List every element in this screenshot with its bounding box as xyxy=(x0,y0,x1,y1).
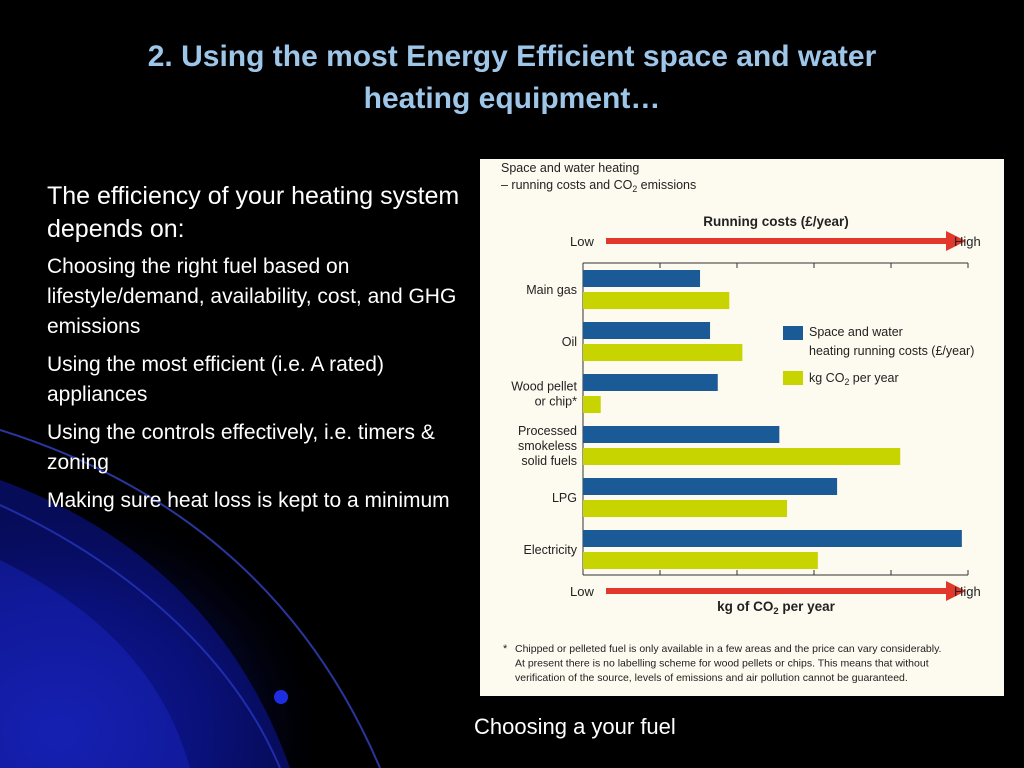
top-high-label: High xyxy=(954,234,981,249)
category-label: Wood pellet xyxy=(511,380,577,394)
running-cost-arrow-shaft xyxy=(606,238,946,244)
top-low-label: Low xyxy=(570,234,594,249)
running-cost-bar xyxy=(583,322,711,339)
bullet-item: Using the controls effectively, i.e. tim… xyxy=(47,421,435,474)
co2-bar xyxy=(583,292,730,309)
slide-title-line-2: heating equipment… xyxy=(363,82,661,115)
running-cost-bar xyxy=(583,374,718,391)
heating-costs-chart: Space and water heating – running costs a… xyxy=(501,161,981,684)
co2-bar xyxy=(583,344,743,361)
legend-swatch-running-costs xyxy=(783,326,803,340)
top-axis-label: Running costs (£/year) xyxy=(703,214,849,229)
chart-caption: Choosing a your fuel xyxy=(474,714,676,739)
category-label: Main gas xyxy=(526,283,577,297)
category-label: Oil xyxy=(562,335,577,349)
category-label: Processed xyxy=(518,424,577,438)
chart-subtitle: – running costs and CO2 emissions xyxy=(501,178,696,194)
co2-bar xyxy=(583,552,818,569)
category-label: LPG xyxy=(552,491,577,505)
bullet-item: Choosing the right fuel based on lifesty… xyxy=(47,255,457,338)
legend-swatch-co2 xyxy=(783,371,803,385)
legend-label-running-costs: Space and water xyxy=(809,325,903,339)
category-label: Electricity xyxy=(524,543,578,557)
legend-label-co2: kg CO2 per year xyxy=(809,371,899,387)
bullet-list: Choosing the right fuel based on lifesty… xyxy=(47,252,467,516)
category-label: smokeless xyxy=(518,439,577,453)
co2-arrow-head xyxy=(946,581,966,601)
category-label: or chip* xyxy=(535,395,578,409)
bullet-item: Using the most efficient (i.e. A rated) … xyxy=(47,353,384,406)
bullet-item: Making sure heat loss is kept to a minim… xyxy=(47,489,450,512)
intro-text: The efficiency of your heating system de… xyxy=(47,182,460,243)
bottom-high-label: High xyxy=(954,584,981,599)
chart-title: Space and water heating xyxy=(501,161,639,175)
legend-label-running-costs-2: heating running costs (£/year) xyxy=(809,344,974,358)
running-cost-arrow-head xyxy=(946,231,966,251)
footnote-line: verification of the source, levels of em… xyxy=(515,672,908,684)
running-cost-bar xyxy=(583,530,962,547)
chart-panel: Space and water heating – running costs a… xyxy=(480,159,1004,696)
category-label: solid fuels xyxy=(521,454,577,468)
co2-bar xyxy=(583,448,901,465)
footnote-marker: * xyxy=(503,643,508,655)
running-cost-bar xyxy=(583,270,701,287)
bullet-content: The efficiency of your heating system de… xyxy=(47,180,467,524)
running-cost-bar xyxy=(583,478,838,495)
footnote-line: At present there is no labelling scheme … xyxy=(515,658,929,670)
slide-title-line-1: 2. Using the most Energy Efficient space… xyxy=(147,40,877,73)
slide-title: 2. Using the most Energy Efficient space… xyxy=(60,36,964,120)
bottom-axis-label: kg of CO2 per year xyxy=(717,599,836,617)
bottom-low-label: Low xyxy=(570,584,594,599)
co2-arrow-shaft xyxy=(606,588,946,594)
co2-bar xyxy=(583,500,788,517)
running-cost-bar xyxy=(583,426,780,443)
co2-bar xyxy=(583,396,601,413)
footnote-line: Chipped or pelleted fuel is only availab… xyxy=(515,643,941,655)
